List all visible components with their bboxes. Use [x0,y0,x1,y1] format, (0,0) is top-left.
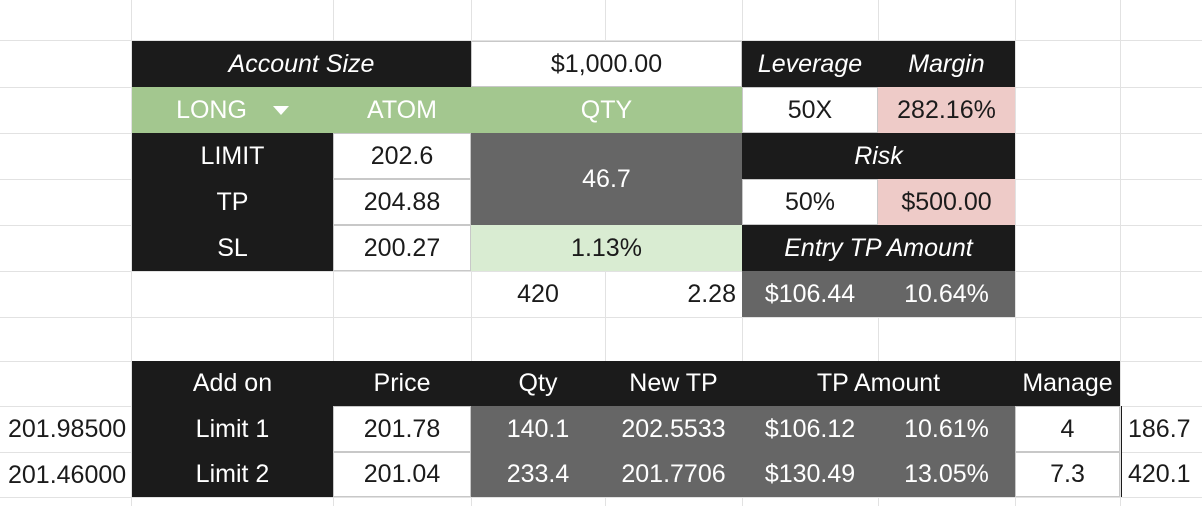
row-manage[interactable]: 7.3 [1015,452,1120,497]
row-name: Limit 1 [132,406,333,452]
symbol-cell[interactable]: ATOM [333,87,471,133]
header-new-tp: New TP [605,361,742,406]
limit-label: LIMIT [132,133,333,179]
qty-percent[interactable]: 1.13% [471,225,742,271]
risk-label: Risk [742,133,1015,179]
row-side-value[interactable]: 201.46000 [8,461,127,489]
qty-label: QTY [471,87,742,133]
row-qty[interactable]: 140.1 [471,406,605,452]
margin-label: Margin [878,41,1015,87]
direction-value: LONG [176,95,247,124]
row-price[interactable]: 201.04 [333,452,471,497]
sl-label: SL [132,225,333,271]
leverage-label: Leverage [742,41,878,87]
row-qty[interactable]: 233.4 [471,452,605,497]
row-new-tp[interactable]: 202.5533 [605,406,742,452]
risk-percent[interactable]: 50% [742,179,878,225]
row-tp-percent[interactable]: 13.05% [878,452,1015,497]
limit-value[interactable]: 202.6 [333,133,471,179]
row-new-tp[interactable]: 201.7706 [605,452,742,497]
header-price: Price [333,361,471,406]
account-size-label: Account Size [132,41,471,87]
header-qty: Qty [471,361,605,406]
under-qty-value[interactable]: 420 [517,279,559,308]
entry-tp-amount-label: Entry TP Amount [742,225,1015,271]
row-tp-percent[interactable]: 10.61% [878,406,1015,452]
qty-value[interactable]: 46.7 [471,133,742,225]
row-manage[interactable]: 4 [1015,406,1120,452]
margin-value[interactable]: 282.16% [878,87,1015,133]
leverage-value[interactable]: 50X [742,87,878,133]
entry-tp-amount-percent[interactable]: 10.64% [878,271,1015,317]
row-side-value[interactable]: 201.98500 [8,415,127,443]
entry-tp-amount-value[interactable]: $106.44 [742,271,878,317]
dropdown-arrow-icon[interactable] [272,105,289,115]
row-tp-amount[interactable]: $106.12 [742,406,878,452]
row-tp-amount[interactable]: $130.49 [742,452,878,497]
header-tp-amount: TP Amount [742,361,1015,406]
header-manage: Manage [1015,361,1120,406]
account-size-value[interactable]: $1,000.00 [471,41,742,87]
tp-value[interactable]: 204.88 [333,179,471,225]
row-extra[interactable]: 186.7 [1121,406,1202,452]
row-extra[interactable]: 420.1 [1121,452,1202,497]
risk-amount[interactable]: $500.00 [878,179,1015,225]
direction-dropdown[interactable]: LONG [132,87,333,133]
sl-value[interactable]: 200.27 [333,225,471,271]
row-price[interactable]: 201.78 [333,406,471,452]
row-name: Limit 2 [132,452,333,497]
header-add-on: Add on [132,361,333,406]
under-pct-value[interactable]: 2.28 [687,279,736,308]
tp-label: TP [132,179,333,225]
